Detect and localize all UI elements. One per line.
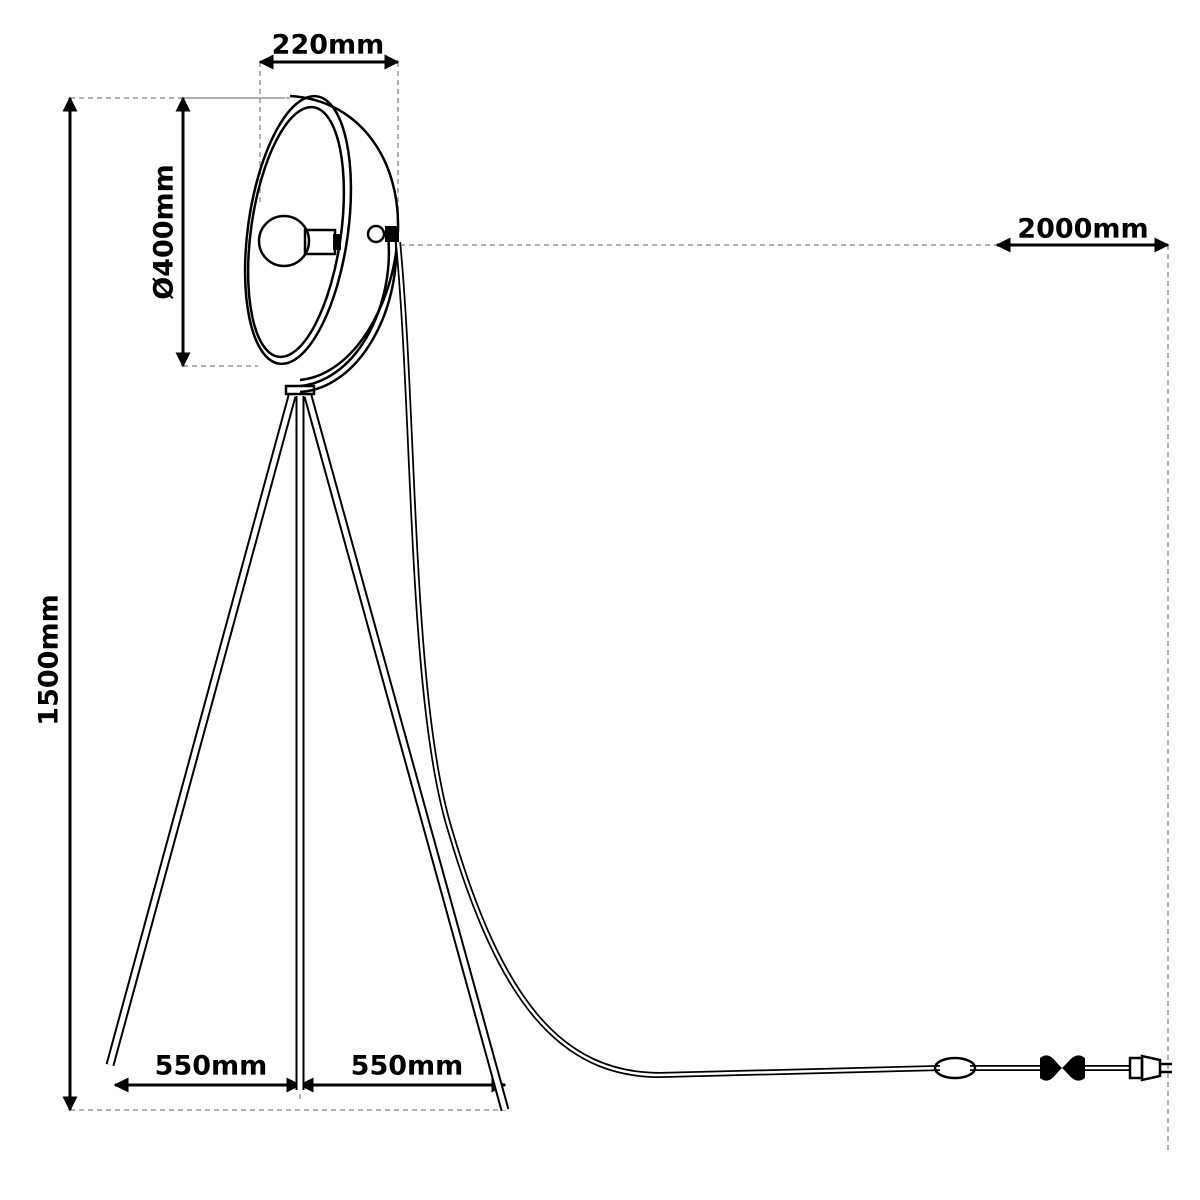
lamp-shade — [243, 94, 400, 394]
tripod — [105, 384, 510, 1112]
dimension-label: Ø400mm — [149, 164, 180, 300]
dimension-label: 1500mm — [34, 594, 65, 725]
dimension-arrows — [62, 54, 1170, 1112]
dimension-label: 550mm — [155, 1051, 268, 1082]
dimension-label: 550mm — [351, 1051, 464, 1082]
dimension-label: 220mm — [272, 30, 385, 61]
dimension-label: 2000mm — [1017, 214, 1148, 245]
cable — [395, 241, 1172, 1082]
